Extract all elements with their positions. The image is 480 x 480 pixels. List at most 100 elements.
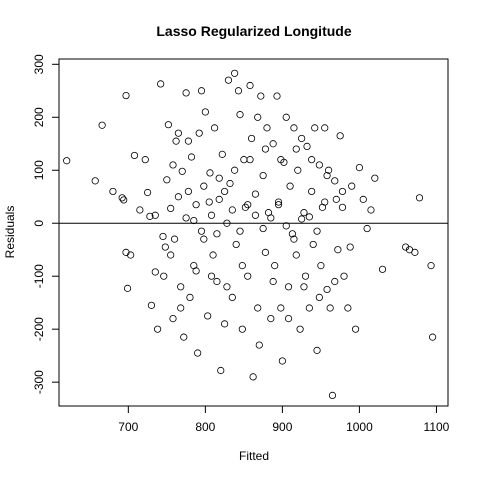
data-point [184, 137, 193, 145]
data-point [427, 262, 435, 270]
data-point [221, 187, 229, 196]
data-point [201, 108, 209, 116]
data-point [127, 251, 135, 259]
data-point [123, 284, 132, 292]
data-point [298, 134, 306, 143]
data-point [182, 214, 190, 222]
data-point [169, 161, 177, 169]
data-point [197, 87, 206, 95]
y-tick-label: 0 [32, 220, 46, 227]
data-point [91, 177, 99, 185]
data-point [331, 177, 339, 185]
data-point [251, 211, 260, 219]
data-point [261, 248, 270, 256]
data-point [186, 293, 194, 301]
data-point [292, 145, 300, 153]
data-point [164, 121, 172, 129]
data-point [236, 227, 244, 235]
data-point [269, 140, 277, 148]
data-point [226, 179, 234, 188]
data-point [255, 341, 263, 349]
data-point [231, 166, 239, 174]
data-point [231, 69, 239, 77]
data-point [169, 314, 177, 323]
data-point [292, 251, 300, 259]
data-point [273, 92, 281, 100]
data-point [159, 232, 167, 241]
data-point [249, 373, 257, 381]
data-point [315, 293, 323, 301]
data-point [326, 304, 334, 312]
data-point [309, 240, 317, 249]
data-point [232, 240, 240, 249]
data-point [313, 346, 321, 354]
data-point [98, 121, 106, 129]
data-point [238, 325, 246, 333]
y-tick-label: 100 [32, 160, 46, 180]
data-point [282, 113, 290, 121]
data-point [338, 187, 347, 196]
data-point [274, 201, 283, 209]
y-axis: -300 -200 -100 0 100 200 300 [32, 54, 60, 394]
data-point [151, 211, 159, 219]
data-point [244, 201, 252, 209]
data-point [247, 134, 256, 143]
data-points [63, 69, 437, 400]
data-point [323, 285, 331, 294]
data-point [163, 176, 171, 184]
data-point [234, 87, 243, 95]
data-point [328, 391, 337, 400]
data-point [200, 235, 208, 243]
data-point [282, 222, 290, 230]
data-point [305, 213, 313, 221]
data-point [298, 215, 306, 223]
data-point [338, 203, 347, 211]
data-point [259, 224, 267, 233]
x-tick-label: 1000 [346, 420, 373, 434]
data-point [284, 314, 293, 323]
data-point [206, 169, 214, 177]
data-point [172, 137, 180, 145]
data-point [278, 357, 286, 365]
data-point [274, 198, 283, 206]
data-point [223, 283, 231, 291]
data-point [157, 80, 165, 88]
data-point [177, 304, 185, 312]
y-tick-label: -200 [32, 317, 46, 341]
data-point [246, 81, 254, 90]
data-point [205, 198, 213, 206]
data-point [301, 272, 310, 280]
data-point [143, 188, 152, 197]
y-tick-label: -100 [32, 264, 46, 288]
data-point [325, 166, 333, 174]
data-point [221, 320, 229, 328]
data-point [303, 142, 311, 151]
data-point [308, 187, 316, 196]
data-point [236, 111, 244, 119]
data-point [161, 243, 169, 251]
data-point [130, 151, 139, 160]
data-point [215, 195, 223, 203]
data-point [192, 267, 200, 275]
data-point [180, 333, 188, 341]
data-point [223, 219, 231, 227]
x-axis-label: Fitted [239, 449, 269, 463]
data-point [346, 243, 354, 251]
data-point [244, 272, 252, 280]
data-point [271, 262, 279, 270]
data-point [204, 312, 212, 320]
data-point [178, 167, 186, 175]
y-tick-label: -300 [32, 370, 46, 394]
data-point [288, 230, 296, 238]
chart-title: Lasso Regularized Longitude [156, 23, 351, 39]
data-point [187, 153, 196, 161]
data-point [290, 235, 298, 243]
data-point [184, 187, 193, 196]
data-point [192, 201, 200, 209]
data-point [308, 156, 316, 164]
data-point [267, 214, 275, 222]
data-point [190, 216, 198, 225]
data-point [269, 277, 277, 286]
